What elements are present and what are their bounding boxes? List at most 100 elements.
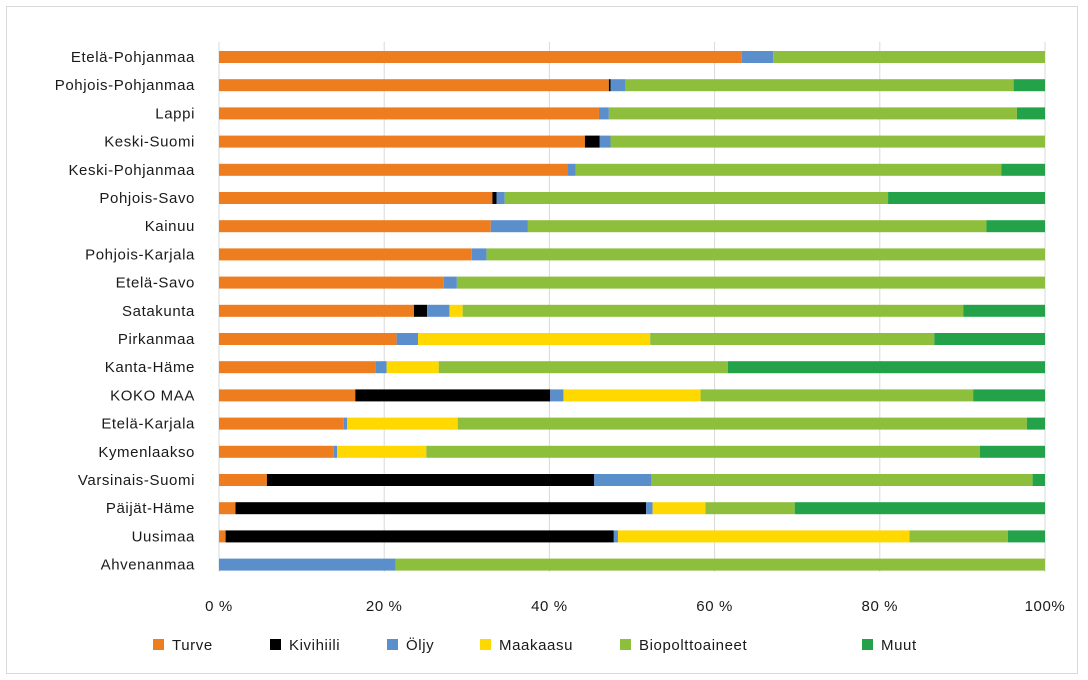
bar-segment-öljy bbox=[443, 276, 457, 289]
bar-segment-maakaasu bbox=[418, 333, 651, 345]
bar-segment-biopolttoaineet bbox=[650, 474, 1033, 486]
bar-segment-muut bbox=[1016, 107, 1045, 120]
bar-segment-biopolttoaineet bbox=[504, 192, 889, 204]
category-label: Satakunta bbox=[122, 303, 195, 320]
bar-segment-biopolttoaineet bbox=[625, 79, 1014, 92]
legend-label: Biopolttoaineet bbox=[639, 637, 747, 654]
bar-segment-muut bbox=[979, 445, 1045, 458]
legend-swatch-maakaasu bbox=[480, 639, 491, 650]
bar-segment-turve bbox=[219, 502, 236, 515]
category-label: Lappi bbox=[155, 105, 195, 122]
bar-segment-kivihiili bbox=[355, 389, 551, 402]
bar-segment-kivihiili bbox=[225, 530, 614, 543]
category-label: Keski-Pohjanmaa bbox=[68, 162, 195, 179]
bar-segment-biopolttoaineet bbox=[773, 51, 1045, 63]
bar-segment-biopolttoaineet bbox=[608, 107, 1017, 120]
bar-segment-muut bbox=[1013, 79, 1045, 92]
bar-segment-muut bbox=[727, 361, 1045, 374]
bar-segment-biopolttoaineet bbox=[650, 333, 935, 345]
bar-segment-öljy bbox=[490, 220, 528, 233]
category-label: KOKO MAA bbox=[110, 387, 195, 404]
bar-segment-kivihiili bbox=[584, 135, 600, 148]
bar-segment-muut bbox=[973, 389, 1045, 402]
bar-segment-turve bbox=[219, 417, 344, 430]
category-label: Kanta-Häme bbox=[105, 359, 195, 376]
bar-segment-turve bbox=[219, 135, 585, 148]
bar-segment-biopolttoaineet bbox=[395, 558, 1045, 571]
legend-swatch-kivihiili bbox=[270, 639, 281, 650]
bar-segment-maakaasu bbox=[563, 389, 701, 402]
bar-segment-turve bbox=[219, 107, 599, 120]
bar-segment-maakaasu bbox=[386, 361, 439, 374]
bar-segment-muut bbox=[986, 220, 1045, 233]
category-label: Varsinais-Suomi bbox=[78, 472, 195, 489]
bar-segment-öljy bbox=[610, 79, 626, 92]
bar-segment-turve bbox=[219, 333, 397, 345]
bar-segment-öljy bbox=[333, 445, 338, 458]
bar-segment-muut bbox=[1026, 417, 1045, 430]
bar-segment-kivihiili bbox=[492, 192, 497, 204]
bar-segment-muut bbox=[1032, 474, 1045, 486]
category-label: Pirkanmaa bbox=[118, 331, 195, 348]
bar-segment-muut bbox=[963, 304, 1045, 317]
x-tick-label: 80 % bbox=[862, 598, 899, 615]
legend-swatch-biopolttoaineet bbox=[620, 639, 631, 650]
legend-label: Turve bbox=[172, 637, 213, 654]
bar-segment-turve bbox=[219, 192, 493, 204]
bar-segment-biopolttoaineet bbox=[705, 502, 795, 515]
bar-segment-turve bbox=[219, 220, 491, 233]
legend-label: Muut bbox=[881, 637, 917, 654]
bar-segment-maakaasu bbox=[652, 502, 706, 515]
bar-segment-kivihiili bbox=[266, 474, 595, 486]
bar-segment-biopolttoaineet bbox=[438, 361, 728, 374]
category-label: Keski-Suomi bbox=[104, 134, 195, 151]
bar-segment-biopolttoaineet bbox=[457, 417, 1027, 430]
x-tick-label: 100% bbox=[1025, 598, 1066, 615]
x-tick-label: 0 % bbox=[205, 598, 233, 615]
legend-label: Öljy bbox=[406, 636, 434, 654]
bar-segment-öljy bbox=[396, 333, 419, 345]
bar-segment-turve bbox=[219, 304, 414, 317]
bar-segment-muut bbox=[794, 502, 1045, 515]
category-label: Etelä-Savo bbox=[116, 275, 195, 292]
bar-segment-biopolttoaineet bbox=[486, 248, 1045, 261]
legend-swatch-muut bbox=[862, 639, 873, 650]
bar-segment-turve bbox=[219, 474, 267, 486]
bar-segment-öljy bbox=[427, 304, 450, 317]
category-label: Pohjois-Pohjanmaa bbox=[55, 77, 195, 94]
category-label: Kainuu bbox=[145, 218, 195, 235]
bar-segment-biopolttoaineet bbox=[700, 389, 974, 402]
legend-swatch-öljy bbox=[387, 639, 398, 650]
legend-label: Kivihiili bbox=[289, 637, 340, 654]
bar-segment-maakaasu bbox=[347, 417, 458, 430]
bar-segment-biopolttoaineet bbox=[426, 445, 980, 458]
bar-segment-öljy bbox=[646, 502, 653, 515]
bar-segment-öljy bbox=[550, 389, 564, 402]
x-tick-label: 60 % bbox=[696, 598, 733, 615]
bar-segment-turve bbox=[219, 530, 226, 543]
bar-segment-kivihiili bbox=[608, 79, 611, 92]
bar-segment-biopolttoaineet bbox=[462, 304, 964, 317]
category-label: Uusimaa bbox=[132, 528, 195, 545]
category-label: Pohjois-Karjala bbox=[85, 246, 195, 263]
bar-segment-turve bbox=[219, 389, 356, 402]
category-label: Pohjois-Savo bbox=[99, 190, 195, 207]
bar-segment-turve bbox=[219, 79, 609, 92]
legend-label: Maakaasu bbox=[499, 637, 573, 654]
category-label: Etelä-Pohjanmaa bbox=[71, 49, 195, 66]
bar-segment-öljy bbox=[599, 135, 611, 148]
bar-segment-turve bbox=[219, 51, 742, 63]
bar-segment-turve bbox=[219, 276, 444, 289]
bar-segment-biopolttoaineet bbox=[575, 163, 1002, 176]
category-label: Etelä-Karjala bbox=[101, 416, 195, 433]
bar-segment-öljy bbox=[741, 51, 774, 63]
bar-segment-biopolttoaineet bbox=[610, 135, 1045, 148]
bar-segment-öljy bbox=[471, 248, 487, 261]
bar-segment-öljy bbox=[594, 474, 651, 486]
bar-segment-öljy bbox=[613, 530, 618, 543]
bar-segment-maakaasu bbox=[617, 530, 910, 543]
bar-segment-öljy bbox=[219, 558, 396, 571]
bar-segment-muut bbox=[1007, 530, 1045, 543]
bar-segment-biopolttoaineet bbox=[909, 530, 1008, 543]
